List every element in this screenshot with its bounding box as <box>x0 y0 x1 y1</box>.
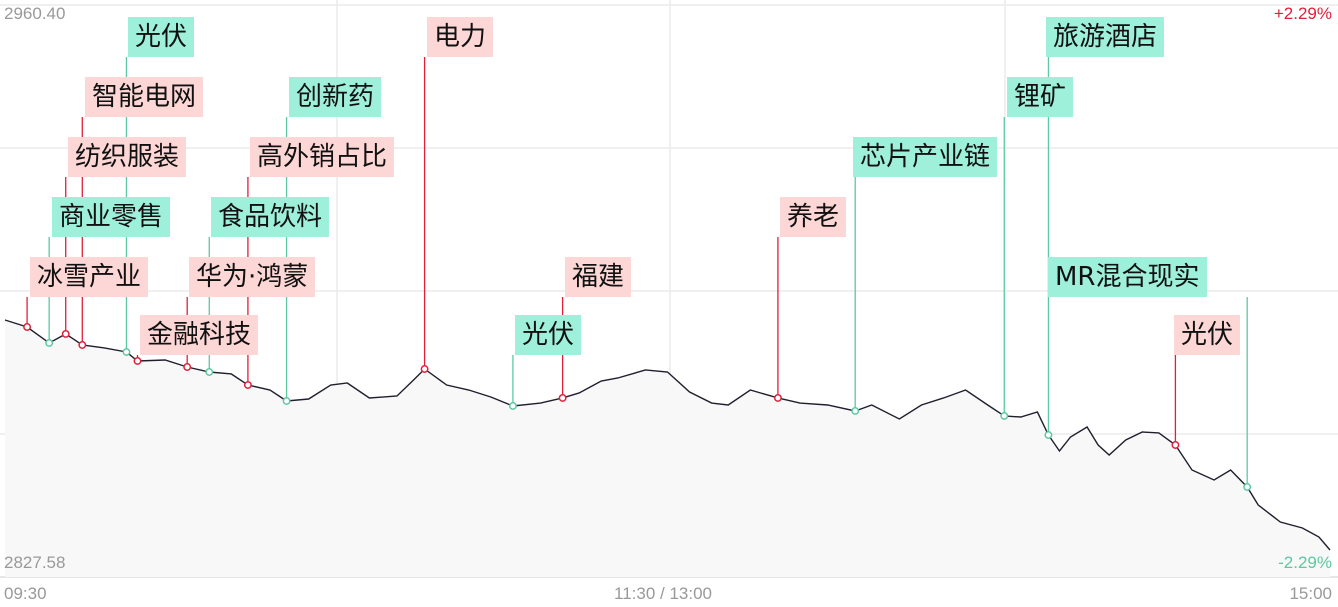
annotation-label: 旅游酒店 <box>1046 17 1165 57</box>
annotation-marker <box>23 323 32 331</box>
annotation-label: 光伏 <box>128 17 195 57</box>
annotation-marker <box>420 365 429 373</box>
annotation-marker <box>1171 441 1180 449</box>
annotation-label: 光伏 <box>515 315 582 355</box>
annotation-label: 电力 <box>427 17 494 57</box>
annotation-label: 智能电网 <box>85 77 204 117</box>
annotation-marker <box>205 368 214 376</box>
annotation-marker <box>773 394 782 402</box>
pct-bottom-label: -2.29% <box>1278 553 1332 572</box>
annotation-label: 华为·鸿蒙 <box>189 257 316 297</box>
annotation-label: 食品饮料 <box>211 197 330 237</box>
annotation-marker <box>558 394 567 402</box>
y-bottom-label: 2827.58 <box>4 553 66 572</box>
annotation-label: 福建 <box>565 257 632 297</box>
annotation-marker <box>243 381 252 389</box>
annotation-label: 创新药 <box>289 77 382 117</box>
annotation-marker <box>122 348 131 356</box>
x-tick-label: 15:00 <box>1289 584 1332 603</box>
annotation-marker <box>282 397 291 405</box>
y-top-label: 2960.40 <box>4 4 66 23</box>
annotation-marker <box>1243 483 1252 491</box>
annotation-label: 冰雪产业 <box>30 257 149 297</box>
annotation-label: MR混合现实 <box>1048 257 1207 297</box>
annotation-marker <box>1000 412 1009 420</box>
x-tick-label: 09:30 <box>4 584 47 603</box>
annotation-label: 芯片产业链 <box>853 137 998 177</box>
annotation-label: 纺织服装 <box>68 137 187 177</box>
annotation-marker <box>1044 431 1053 439</box>
annotation-label: 商业零售 <box>52 197 171 237</box>
annotation-marker <box>45 339 54 347</box>
annotation-label: 养老 <box>780 197 847 237</box>
price-line <box>4 319 1331 551</box>
annotation-marker <box>508 402 517 410</box>
annotation-label: 锂矿 <box>1007 77 1074 117</box>
pct-top-label: +2.29% <box>1273 4 1332 23</box>
annotation-marker <box>851 407 860 415</box>
annotation-label: 光伏 <box>1174 315 1241 355</box>
annotation-marker <box>133 357 142 365</box>
area-fill <box>5 319 1330 577</box>
annotation-label: 高外销占比 <box>250 137 395 177</box>
annotation-marker <box>61 330 70 338</box>
annotation-marker <box>78 341 87 349</box>
x-tick-label: 11:30 / 13:00 <box>614 584 712 603</box>
annotation-label: 金融科技 <box>140 315 259 355</box>
annotation-marker <box>183 363 192 371</box>
